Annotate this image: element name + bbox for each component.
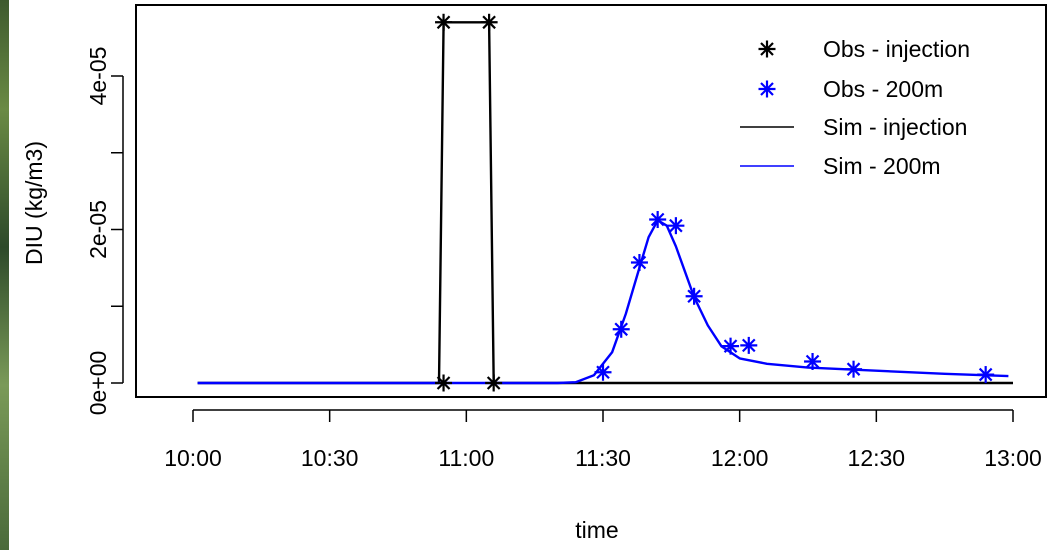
data-point-obs-200m-10 [977,366,994,383]
x-tick-label-5: 12:30 [848,445,906,471]
x-axis-label: time [575,517,618,543]
legend-key-obs-200m [759,81,776,98]
legend-label-sim-200m: Sim - 200m [823,153,941,179]
data-point-obs-200m-3 [649,211,666,228]
data-point-obs-injection-0 [435,375,452,392]
x-tick-label-3: 11:30 [575,445,631,471]
legend-label-sim-injection: Sim - injection [823,114,967,140]
y-tick-label-1: 2e-05 [85,200,111,259]
data-point-obs-200m-4 [667,217,684,234]
y-tick-label-2: 4e-05 [85,47,111,106]
x-tick-label-4: 12:00 [711,445,769,471]
data-point-obs-injection-3 [485,375,502,392]
x-tick-label-6: 13:00 [984,445,1042,471]
data-point-obs-injection-1 [435,14,452,31]
legend-label-obs-200m: Obs - 200m [823,76,943,102]
legend-label-obs-injection: Obs - injection [823,36,970,62]
y-tick-label-0: 0e+00 [85,351,111,416]
legend-key-obs-injection [759,41,776,58]
data-point-obs-200m-9 [845,361,862,378]
data-point-obs-200m-2 [631,254,648,271]
plot-frame [136,5,1046,397]
axes-layer: 10:00 10:30 11:00 11:30 12:00 12:30 13:00 0e+00… [85,5,1046,471]
x-tick-label-0: 10:00 [164,445,222,471]
data-point-obs-200m-1 [613,321,630,338]
data-point-obs-200m-5 [686,288,703,305]
legend: Obs - injection Obs - 200m Sim - injection… [740,36,970,179]
data-point-obs-200m-8 [804,353,821,370]
x-tick-label-2: 11:00 [438,445,494,471]
y-axis-label: DIU (kg/m3) [21,141,47,265]
plot-layer [198,14,1013,392]
data-point-obs-injection-2 [481,14,498,31]
data-point-obs-200m-7 [740,337,757,354]
x-tick-label-1: 10:30 [301,445,359,471]
data-point-obs-200m-0 [595,364,612,381]
series-line-sim-200m [198,220,1009,383]
data-point-obs-200m-6 [722,338,739,355]
